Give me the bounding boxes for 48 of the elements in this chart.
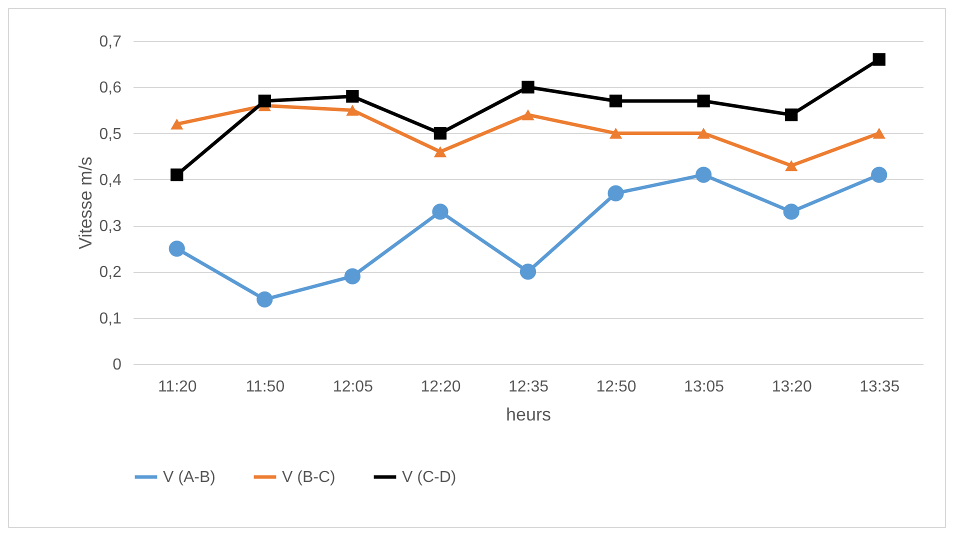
point: [608, 185, 624, 202]
x-axis-title: heurs: [506, 404, 552, 424]
y-tick-label: 0,4: [99, 172, 122, 189]
x-tick-label: 12:50: [596, 378, 636, 396]
legend-label: V (C-D): [402, 469, 456, 486]
point: [697, 94, 710, 108]
y-tick-label: 0,1: [99, 310, 122, 328]
point: [434, 146, 447, 158]
point: [871, 166, 888, 183]
point: [170, 168, 184, 182]
x-tick-label: 13:05: [684, 378, 724, 396]
point: [695, 166, 712, 183]
point: [872, 128, 886, 139]
point: [785, 160, 798, 172]
point: [432, 204, 448, 220]
point: [168, 240, 185, 257]
point: [785, 108, 798, 122]
x-tick-label: 12:05: [332, 378, 374, 396]
point: [520, 264, 536, 280]
x-tick-label: 13:35: [860, 378, 900, 396]
legend-label: V (B-C): [282, 469, 336, 486]
y-tick-label: 0,3: [99, 218, 122, 236]
y-tick-label: 0,2: [99, 264, 122, 282]
y-tick-label: 0,5: [99, 126, 122, 143]
x-tick-label: 12:35: [508, 378, 549, 396]
point: [434, 126, 447, 140]
y-tick-label: 0,7: [99, 34, 122, 50]
point: [783, 204, 800, 220]
point: [609, 128, 622, 139]
point: [344, 268, 361, 284]
x-tick-label: 11:50: [246, 378, 285, 396]
point: [346, 90, 359, 103]
x-tick-label: 12:20: [420, 378, 461, 396]
x-tick-label: 11:20: [158, 378, 197, 396]
y-axis-title: Vitesse m/s: [75, 156, 96, 250]
legend-label: V (A-B): [163, 469, 216, 486]
point: [609, 94, 622, 108]
point: [346, 104, 359, 116]
point: [258, 94, 271, 108]
y-tick-label: 0: [112, 356, 122, 374]
point: [522, 109, 534, 120]
point: [872, 53, 886, 66]
point: [170, 118, 184, 130]
point: [256, 291, 273, 308]
point: [697, 128, 710, 139]
x-tick-label: 13:20: [772, 378, 812, 396]
point: [522, 80, 534, 94]
y-tick-label: 0,6: [99, 80, 122, 97]
